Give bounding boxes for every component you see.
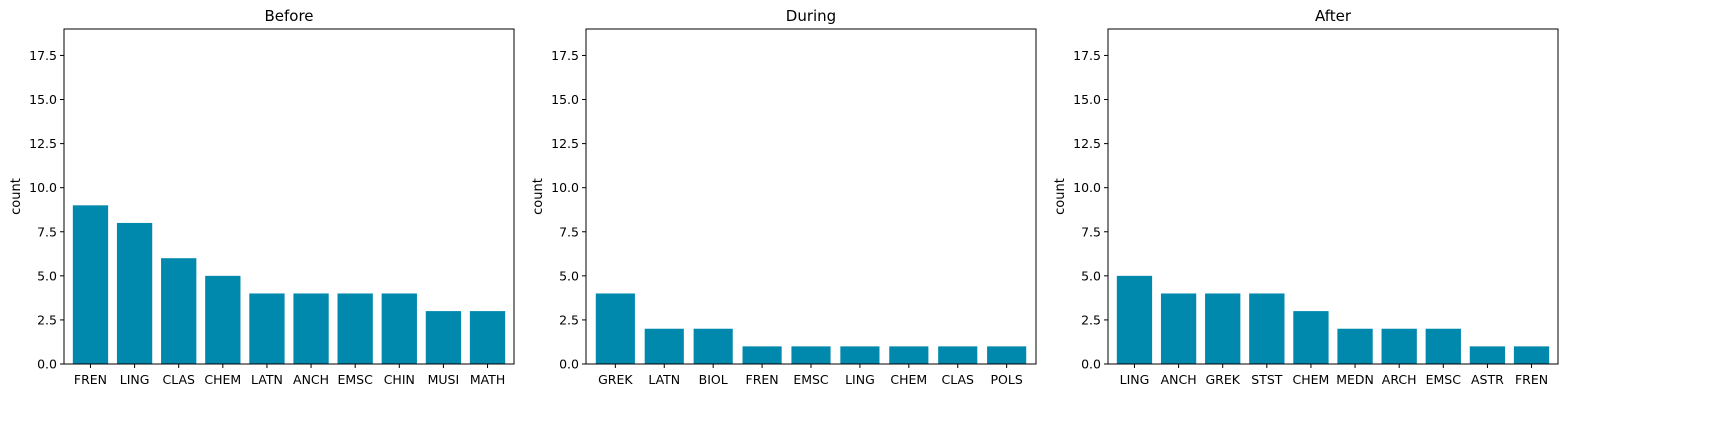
chart-panel-after: 0.0 2.5 5.0 7.5 10.0 12.5 15.0 17.5 LING ANCH GREK… [1053, 7, 1559, 387]
bar-pols [987, 346, 1027, 364]
bar-anch [293, 293, 329, 364]
bar-latn [644, 328, 684, 364]
chart-panel-during: 0.0 2.5 5.0 7.5 10.0 12.5 15.0 17.5 GREK LATN BIOL… [531, 7, 1037, 387]
y-tick-label: 7.5 [37, 224, 57, 239]
bar-math [469, 311, 506, 364]
y-tick-label: 7.5 [1081, 224, 1101, 239]
bar-emsc [337, 293, 373, 364]
chart-panel-before: 0.0 2.5 5.0 7.5 10.0 12.5 15.0 17.5 FREN LING CLAS… [9, 7, 515, 387]
bar-emsc [1425, 328, 1461, 364]
x-tick-label: CHEM [1293, 372, 1330, 387]
y-tick-label: 0.0 [559, 357, 579, 372]
bar-grek [595, 293, 635, 364]
bar-latn [249, 293, 285, 364]
bar-clas [161, 258, 197, 364]
bar-anch [1160, 293, 1197, 364]
y-tick-label: 7.5 [559, 224, 579, 239]
x-tick-label: EMSC [1426, 372, 1462, 387]
x-tick-label: FREN [74, 372, 107, 387]
chart-title: During [786, 7, 836, 25]
y-tick-label: 2.5 [1081, 312, 1101, 327]
x-tick-label: EMSC [337, 372, 373, 387]
y-tick-label: 12.5 [1073, 136, 1101, 151]
bar-ling [1116, 275, 1153, 364]
x-tick-label: MEDN [1336, 372, 1374, 387]
y-tick-label: 15.0 [1073, 92, 1101, 107]
x-tick-label: CLAS [162, 372, 195, 387]
bar-fren [1513, 346, 1550, 364]
y-tick-label: 0.0 [37, 357, 57, 372]
x-tick-label: LATN [648, 372, 680, 387]
bar-astr [1469, 346, 1506, 364]
x-tick-label: LING [1120, 372, 1150, 387]
x-tick-label: CHEM [204, 372, 241, 387]
y-axis-label: count [531, 178, 546, 215]
bar-biol [693, 328, 733, 364]
y-tick-label: 12.5 [29, 136, 57, 151]
x-tick-label: MATH [470, 372, 505, 387]
x-tick-label: POLS [991, 372, 1023, 387]
bar-clas [938, 346, 978, 364]
x-tick-label: CLAS [942, 372, 975, 387]
bar-ling [116, 222, 153, 364]
y-tick-label: 10.0 [29, 180, 57, 195]
plot-frame [585, 28, 1037, 365]
bar-musi [425, 311, 462, 364]
x-tick-label: CHEM [890, 372, 927, 387]
x-tick-label: MUSI [428, 372, 460, 387]
y-tick-label: 15.0 [29, 92, 57, 107]
y-tick-label: 17.5 [1073, 48, 1101, 63]
bar-fren [72, 205, 109, 364]
x-tick-label: FREN [746, 372, 779, 387]
y-tick-label: 12.5 [551, 136, 579, 151]
y-tick-label: 10.0 [1073, 180, 1101, 195]
y-tick-label: 10.0 [551, 180, 579, 195]
bar-ling [840, 346, 880, 364]
bar-arch [1381, 328, 1417, 364]
bar-medn [1337, 328, 1373, 364]
y-tick-label: 17.5 [29, 48, 57, 63]
x-tick-label: STST [1251, 372, 1283, 387]
chart-title: After [1315, 7, 1352, 25]
x-tick-label: GREK [598, 372, 633, 387]
bar-stst [1249, 293, 1285, 364]
x-tick-label: FREN [1515, 372, 1548, 387]
plot-frame [1107, 28, 1559, 365]
x-tick-label: BIOL [699, 372, 728, 387]
x-tick-label: EMSC [793, 372, 829, 387]
x-tick-label: GREK [1205, 372, 1240, 387]
x-tick-label: CHIN [384, 372, 415, 387]
y-tick-label: 2.5 [37, 312, 57, 327]
y-tick-label: 15.0 [551, 92, 579, 107]
chart-title: Before [264, 7, 313, 25]
x-tick-label: ANCH [293, 372, 329, 387]
bar-chem [1293, 311, 1329, 364]
y-tick-label: 17.5 [551, 48, 579, 63]
y-tick-label: 5.0 [37, 268, 57, 283]
bar-grek [1205, 293, 1241, 364]
y-axis-label: count [1053, 178, 1068, 215]
plot-frame [63, 28, 515, 365]
bar-chem [889, 346, 929, 364]
y-axis-label: count [9, 178, 24, 215]
y-tick-label: 2.5 [559, 312, 579, 327]
y-tick-label: 0.0 [1081, 357, 1101, 372]
x-tick-label: ARCH [1382, 372, 1417, 387]
x-tick-label: LING [845, 372, 875, 387]
x-tick-label: ASTR [1471, 372, 1504, 387]
bar-chin [381, 293, 417, 364]
y-tick-label: 5.0 [1081, 268, 1101, 283]
x-tick-label: LING [120, 372, 150, 387]
x-tick-label: ANCH [1161, 372, 1197, 387]
x-tick-label: LATN [251, 372, 283, 387]
y-tick-label: 5.0 [559, 268, 579, 283]
bar-fren [742, 346, 782, 364]
bar-emsc [791, 346, 831, 364]
bar-chem [205, 275, 241, 364]
